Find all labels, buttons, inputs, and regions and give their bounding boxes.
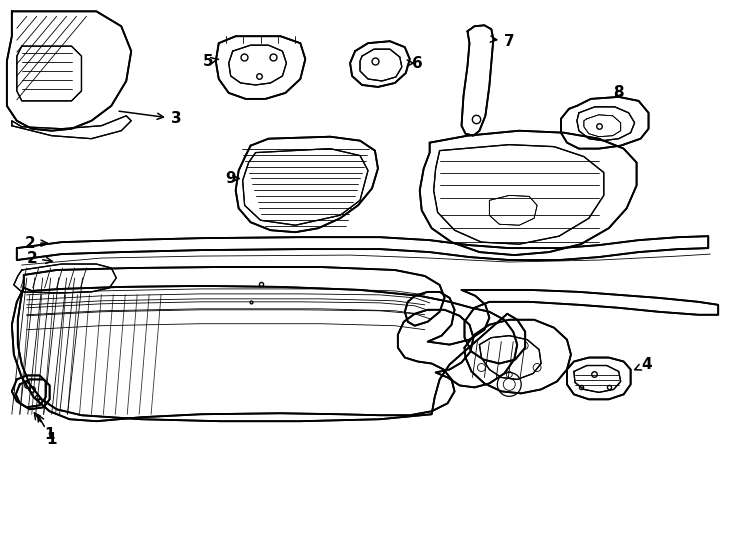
Text: 1: 1 [38,415,57,447]
Polygon shape [14,264,116,293]
Polygon shape [7,11,131,131]
Polygon shape [229,45,286,85]
Text: 2: 2 [24,235,47,251]
Polygon shape [490,195,537,225]
Polygon shape [574,366,621,393]
Text: 5: 5 [203,53,219,69]
Text: 9: 9 [225,171,239,186]
Polygon shape [350,41,410,87]
Polygon shape [216,36,305,99]
Polygon shape [236,137,378,232]
Polygon shape [17,236,708,260]
Text: 1: 1 [34,413,55,442]
Polygon shape [434,145,604,244]
Polygon shape [12,286,517,421]
Polygon shape [243,148,368,225]
Polygon shape [360,49,401,81]
Polygon shape [12,116,131,139]
Text: 8: 8 [614,85,624,100]
Polygon shape [462,25,493,136]
Polygon shape [561,97,649,148]
Polygon shape [465,320,571,393]
Polygon shape [577,107,635,140]
Text: 3: 3 [119,111,181,126]
Text: 2: 2 [26,251,52,266]
Polygon shape [18,267,718,421]
Polygon shape [567,357,631,400]
Polygon shape [17,46,81,101]
Polygon shape [479,336,541,380]
Polygon shape [12,375,46,407]
Text: 6: 6 [407,56,423,71]
Polygon shape [16,380,50,409]
Text: 4: 4 [635,357,652,372]
Text: 7: 7 [490,33,515,49]
Polygon shape [584,115,621,137]
Polygon shape [420,131,636,255]
